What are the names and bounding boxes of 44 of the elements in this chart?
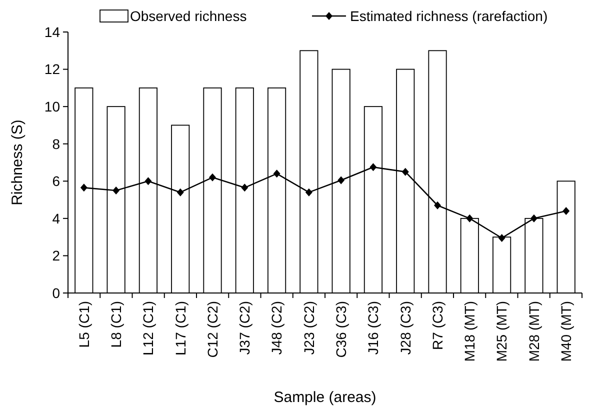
- point: [305, 188, 312, 196]
- x-tick-label: C36 (C3): [332, 301, 349, 358]
- x-tick-label: R7 (C3): [429, 301, 446, 350]
- point: [80, 184, 88, 192]
- x-tick-label: L8 (C1): [108, 301, 124, 348]
- x-tick-label: L17 (C1): [172, 301, 188, 356]
- legend-label: Observed richness: [130, 8, 247, 24]
- y-tick-label: 6: [52, 173, 60, 190]
- y-tick-label: 14: [44, 24, 60, 40]
- x-axis-title: Sample (areas): [274, 389, 376, 406]
- x-tick-label: C12 (C2): [204, 301, 220, 358]
- x-tick-label: M25 (MT): [494, 301, 510, 362]
- point: [338, 176, 345, 184]
- y-tick-label: 0: [52, 284, 60, 301]
- x-tick-label: L12 (C1): [140, 301, 156, 356]
- x-tick-label: L5 (C1): [76, 301, 92, 348]
- point: [144, 177, 152, 186]
- x-tick-label: M28 (MT): [526, 301, 542, 362]
- point: [273, 170, 280, 178]
- y-tick-label: 2: [52, 248, 60, 264]
- x-tick-label: J37 (C2): [236, 301, 253, 355]
- x-tick-label: J16 (C3): [365, 301, 382, 355]
- point: [208, 173, 216, 182]
- point: [530, 214, 538, 222]
- point: [562, 206, 570, 215]
- x-tick-label: J23 (C2): [300, 301, 317, 355]
- point: [434, 201, 442, 210]
- point: [112, 186, 120, 194]
- point: [498, 234, 506, 242]
- y-tick-label: 8: [52, 136, 60, 152]
- y-axis-title: Richness (S): [9, 120, 26, 206]
- y-tick-label: 10: [44, 98, 60, 114]
- point: [402, 168, 409, 176]
- y-tick-label: 12: [44, 61, 60, 78]
- point: [370, 163, 377, 172]
- x-tick-label: M40 (MT): [558, 301, 574, 362]
- x-tick-label: M18 (MT): [462, 301, 478, 362]
- point: [241, 184, 248, 192]
- y-tick-label: 4: [52, 210, 60, 226]
- x-tick-label: J28 (C3): [397, 301, 414, 355]
- point: [466, 214, 474, 222]
- legend-label: Estimated richness (rarefaction): [350, 8, 548, 24]
- x-tick-label: J48 (C2): [268, 301, 285, 355]
- point: [176, 188, 184, 196]
